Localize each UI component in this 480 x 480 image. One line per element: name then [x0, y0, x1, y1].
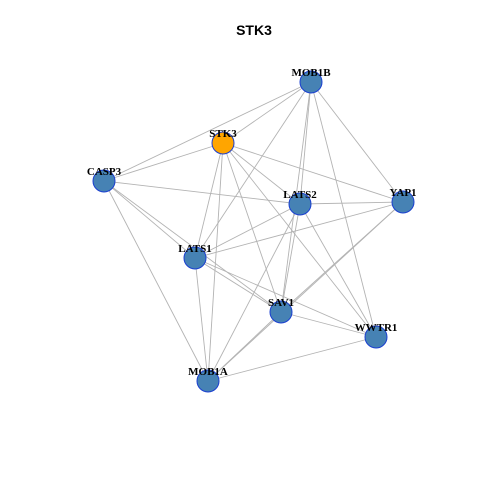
edge [310, 81, 404, 203]
edge [299, 81, 312, 205]
node-label: WWTR1 [355, 322, 398, 334]
title: STK3 [236, 22, 272, 38]
edge [280, 311, 377, 338]
edges [103, 81, 404, 382]
edge [103, 180, 301, 205]
node [196, 369, 220, 393]
node [391, 190, 415, 214]
edge [207, 336, 377, 382]
node-label: YAP1 [389, 187, 416, 199]
edge [194, 142, 224, 259]
edge [222, 142, 404, 203]
edge [222, 142, 301, 205]
edge [103, 142, 224, 182]
node-label: SAV1 [268, 297, 294, 309]
node [288, 192, 312, 216]
edge [194, 203, 301, 259]
node [183, 246, 207, 270]
edge [103, 180, 209, 382]
node [299, 70, 323, 94]
edge [280, 203, 301, 313]
edge [310, 81, 377, 338]
edge [194, 257, 209, 382]
node-label: MOB1B [291, 67, 331, 79]
node [269, 300, 293, 324]
edge [207, 142, 224, 382]
edge [299, 201, 404, 205]
node [211, 131, 235, 155]
edge [194, 257, 377, 338]
edge [222, 142, 282, 313]
edge [194, 201, 404, 259]
edge [103, 180, 196, 259]
nodes: MOB1B STK3 CASP3 LATS2 YAP1 LATS1 SAV1 WWTR1 MOB… [87, 67, 417, 393]
edge [207, 201, 404, 382]
node-label: LATS2 [283, 189, 317, 201]
node-label: LATS1 [178, 243, 211, 255]
node-label: CASP3 [87, 166, 122, 178]
edge [194, 81, 312, 259]
node [92, 169, 116, 193]
node-label: STK3 [209, 128, 237, 140]
node [364, 325, 388, 349]
edge [103, 81, 312, 182]
edge [194, 257, 282, 313]
edge [207, 311, 282, 382]
edge [222, 81, 312, 144]
edge [103, 180, 282, 313]
node-label: MOB1A [188, 366, 228, 378]
edge [222, 142, 377, 338]
